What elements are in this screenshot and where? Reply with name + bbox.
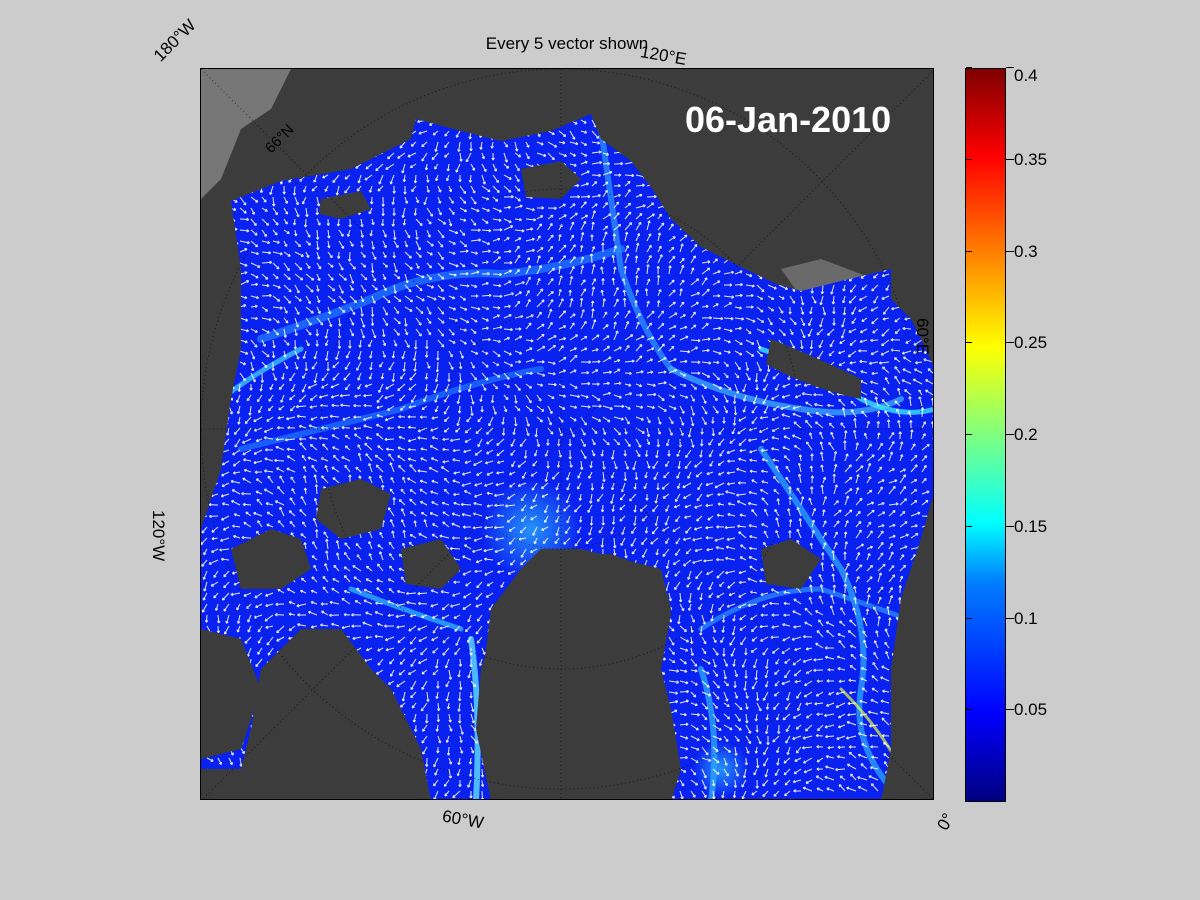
colorbar-tick-inner [966,342,972,344]
meridian-label-60w: 60°W [440,806,486,833]
plot-title: Every 5 vector shown [485,34,649,53]
colorbar-tick-label: 0.4 [1014,66,1038,85]
land-canada-archipelago-2 [316,479,391,539]
land-canada-archipelago-1 [231,529,311,589]
meridian-label-60e: 60°E [913,318,932,356]
colorbar-tick [1006,158,1014,160]
map-canvas: 66°N [201,69,933,799]
colorbar-tick-label: 0.1 [1014,608,1038,628]
meridian-label-180w: 180°W [149,15,200,66]
colorbar-tick-inner [966,709,972,711]
colorbar-tick [1006,250,1014,252]
sea-ice-map: 66°N 06-Jan-2010 [200,68,934,800]
land-franz-josef [891,239,933,319]
colorbar-tick-inner [966,250,972,252]
land-siberian-islands [521,161,581,199]
shelf-northwest [201,69,291,199]
colorbar-tick [1006,434,1014,435]
meridian-label-120w: 120°W [149,510,168,562]
colorbar-tick-inner [966,158,972,160]
colorbar-tick-label: 0.05 [1014,700,1048,720]
land-east-edge [901,496,933,599]
colorbar-tick-inner [966,67,972,68]
land-canada-archipelago-3 [401,539,461,589]
land-svalbard [761,539,821,589]
colorbar-tick-inner [966,617,972,619]
land-masses [201,69,933,799]
colorbar-tick [1006,617,1014,619]
parallel-label-66n: 66°N [262,121,298,157]
colorbar-tick-label: 0.3 [1014,241,1038,261]
colorbar-tick-label: 0.35 [1014,149,1048,169]
colorbar-tick-label: 0.2 [1014,425,1038,444]
land-greenland [481,554,681,799]
colorbar-tick [1006,709,1014,711]
colorbar-tick [1006,342,1014,344]
land-north-coast [411,69,933,259]
land-novaya-zemlya [766,339,861,399]
colorbar [965,68,1006,802]
land-norway [901,610,933,799]
colorbar-tick-label: 0.15 [1014,516,1048,536]
land-baffin [321,659,411,769]
meridian-label-0: 0° [933,809,958,834]
colorbar-tick-inner [966,434,972,435]
colorbar-tick-label: 0.25 [1014,333,1048,353]
colorbar-tick [1006,525,1014,527]
colorbar-tick-inner [966,525,972,527]
date-stamp: 06-Jan-2010 [685,99,892,140]
graticule [201,69,933,799]
land-canada-south [201,629,261,759]
land-wrangel [319,191,371,219]
colorbar-tick [1006,67,1014,68]
